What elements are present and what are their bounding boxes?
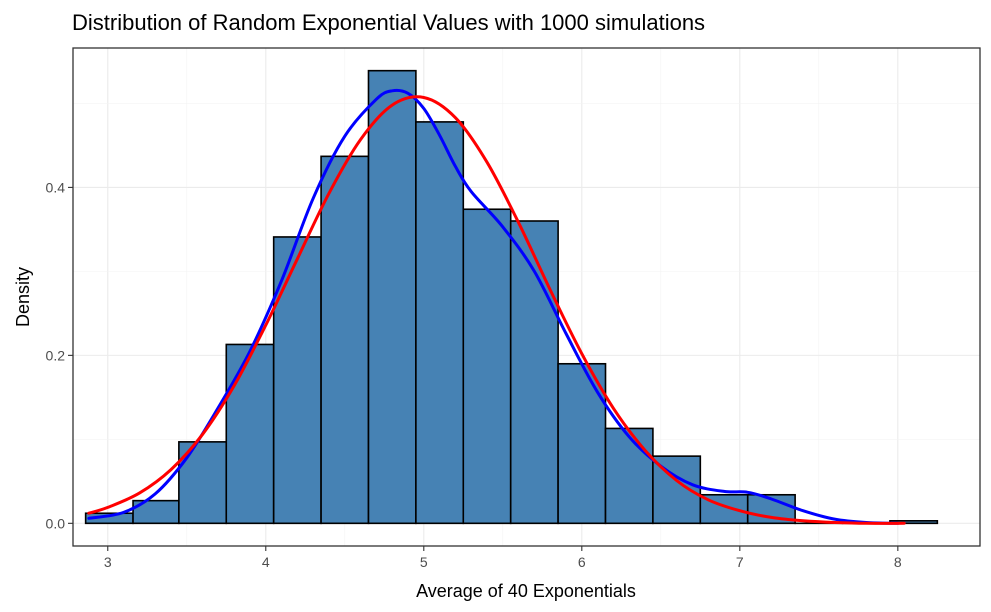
histogram-bar [320,155,370,525]
x-tick-label: 4 [262,554,270,570]
normal-curve-line [87,95,906,525]
x-tick-label: 8 [894,554,902,570]
y-tick-label: 0.2 [46,347,66,363]
histogram-bar [557,362,607,525]
density-curve-line [87,88,900,525]
histogram-bar [604,427,654,525]
chart-title: Distribution of Random Exponential Value… [72,10,705,35]
y-tick-label: 0.4 [46,179,66,195]
histogram-bar [509,220,559,525]
histogram-bar [272,236,322,525]
x-tick-label: 3 [104,554,112,570]
x-tick-label: 7 [736,554,744,570]
histogram-bar [367,69,417,525]
histogram-bar [462,208,512,525]
y-axis-title: Density [13,267,33,327]
histogram-bar [415,121,465,525]
x-axis-title: Average of 40 Exponentials [416,581,636,601]
x-tick-label: 6 [578,554,586,570]
histogram-bar [225,343,275,525]
axis-ticks: 3 4 5 6 7 8 0.0 0.2 0.4 [46,179,902,570]
density-curves [87,88,906,525]
y-tick-label: 0.0 [46,515,66,531]
plot-border [72,47,981,547]
x-tick-label: 5 [420,554,428,570]
